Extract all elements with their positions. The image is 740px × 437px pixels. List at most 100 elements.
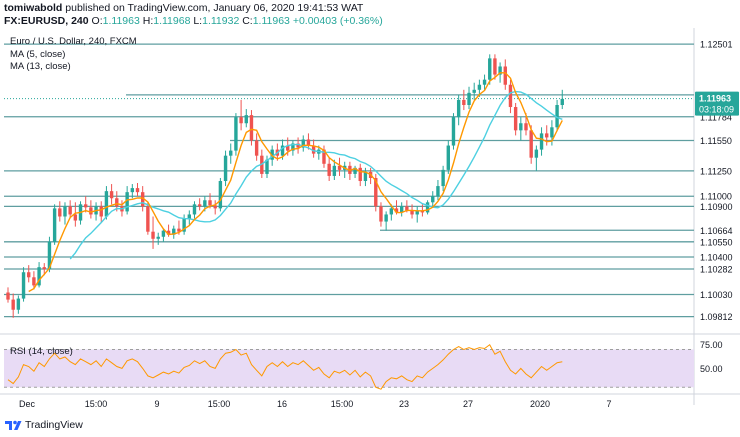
price-tick-bg [696,224,736,237]
ma5-line [28,72,563,293]
candle-body [270,149,274,160]
candle-body [213,205,217,209]
candle-body [16,298,21,310]
candle-body [431,196,435,203]
candle-body [73,214,78,221]
candle-body [89,207,93,215]
candle-body [322,149,326,164]
price-tick-label: 1.11000 [700,192,732,202]
candle-body [192,204,197,215]
publish-line: tomiwabold published on TradingView.com,… [4,2,363,14]
candle-body [63,206,67,217]
price-tick-label: 1.12501 [700,40,733,50]
price-tick-bg [696,262,736,275]
candle-body [187,214,191,219]
candle-body [265,159,269,174]
candle-body [363,171,368,182]
candle-body [135,188,140,193]
candle-body [529,130,533,158]
candle-body [374,177,378,207]
ma13-legend[interactable]: MA (13, close) [10,61,71,72]
price-tick-label: 1.11784 [700,112,732,122]
tradingview-logo-icon [5,420,22,430]
candle-body [389,208,394,215]
publisher-name[interactable]: tomiwabold [4,2,63,14]
candle-body [472,89,476,93]
candle-body [140,192,145,207]
candle-body [182,218,186,232]
candle-body [130,188,135,193]
price-tick-bg [696,200,736,213]
candle-body [47,241,52,270]
candle-body [104,191,109,217]
time-tick-label: 27 [463,399,473,409]
time-tick-label: Dec [19,399,36,409]
candle-body [234,117,238,151]
price-tick-label: 1.10900 [700,202,733,212]
ma5-legend[interactable]: MA (5, close) [10,49,66,60]
open-label: O: [91,15,103,27]
rsi-tick-label: 50.00 [700,364,723,374]
candle-body [249,115,254,141]
candle-body [545,133,549,138]
current-price-label: 1.11963 [699,94,731,104]
time-tick-label: 7 [606,399,611,409]
candle-body [539,133,544,150]
candle-body [27,272,31,278]
candle-body [560,98,564,105]
candle-body [493,58,497,75]
low-label: L: [193,15,203,27]
price-tick-bg [696,134,736,147]
chart-header: tomiwabold published on TradingView.com,… [0,0,740,28]
candle-body [441,169,445,187]
current-price-badge [695,91,739,116]
candle-body [519,123,523,131]
tradingview-brand[interactable]: TradingView [25,419,83,431]
candle-body [513,107,518,131]
high-label: H: [142,15,154,27]
candle-body [311,145,316,154]
candle-body [58,208,62,217]
candle-body [197,204,202,207]
candle-body [467,92,471,105]
candle-body [550,127,554,138]
price-tick-label: 1.10664 [700,226,733,236]
time-tick-label: 16 [277,399,287,409]
time-tick-label: 9 [154,399,159,409]
candle-body [6,292,10,300]
candle-body [146,206,150,232]
candle-body [286,145,290,151]
candle-body [37,267,41,286]
candle-body [405,206,409,211]
candle-body [306,139,311,146]
symbol-label: FX:EURUSD, 240 [4,15,89,27]
candle-body [11,299,15,310]
candle-body [415,210,419,215]
footer: TradingView [0,415,740,437]
candle-body [508,84,513,108]
candle-body [156,236,160,239]
candle-body [68,206,72,215]
candle-body [358,167,362,182]
candle-body [394,208,399,213]
price-tick-label: 1.09812 [700,312,733,322]
candle-body [244,115,248,124]
candle-body [280,145,285,156]
candle-body [254,140,259,156]
open-value: 1.11963 [102,15,140,27]
rsi-legend[interactable]: RSI (14, close) [10,346,73,357]
candle-body [451,117,456,146]
candle-body [399,206,404,213]
candle-body [291,143,295,151]
candle-body [161,230,166,237]
price-tick-label: 1.10550 [700,237,733,247]
candle-body [555,105,559,128]
rsi-band [4,349,694,388]
symbol-line: FX:EURUSD, 240 O:1.11963 H:1.11968 L:1.1… [4,15,383,27]
candle-body [425,202,430,213]
candle-body [477,84,482,90]
time-tick-label: 15:00 [208,399,231,409]
change-value: +0.00403 (+0.36%) [292,15,383,27]
candle-body [203,200,207,207]
